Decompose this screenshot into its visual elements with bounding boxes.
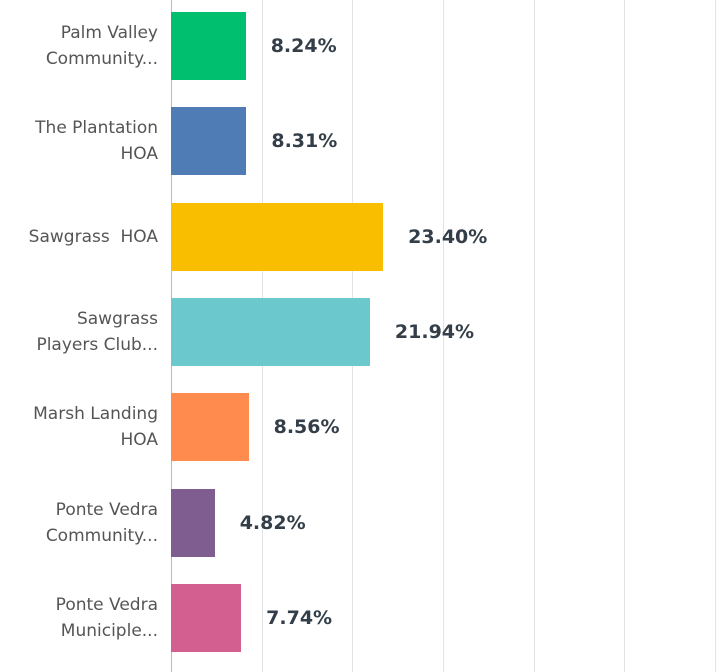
value-label: 23.40% [408, 225, 488, 248]
category-label: The Plantation HOA [35, 118, 158, 165]
category-label: Marsh Landing HOA [33, 404, 158, 451]
grid-line [443, 0, 444, 672]
category-label: Sawgrass Players Club... [36, 308, 158, 355]
grid-line [533, 0, 535, 672]
grid-line [715, 0, 716, 672]
bar [171, 12, 246, 80]
value-label: 7.74% [266, 606, 333, 629]
bar [171, 297, 370, 366]
value-label: 8.24% [270, 35, 337, 57]
value-label: 8.56% [273, 416, 340, 439]
bar [171, 583, 242, 652]
category-label: Sawgrass HOA [28, 226, 158, 247]
value-label: 21.94% [394, 320, 475, 343]
bar [171, 488, 215, 557]
value-label: 4.82% [239, 511, 306, 534]
category-label: Ponte Vedra Municiple... [55, 594, 158, 641]
grid-line [624, 0, 626, 672]
bar [171, 107, 247, 176]
bar [171, 202, 384, 271]
value-label: 8.31% [271, 130, 338, 153]
category-label: Ponte Vedra Community... [45, 499, 158, 546]
category-label: Palm Valley Community... [45, 23, 158, 69]
bar [171, 393, 249, 462]
